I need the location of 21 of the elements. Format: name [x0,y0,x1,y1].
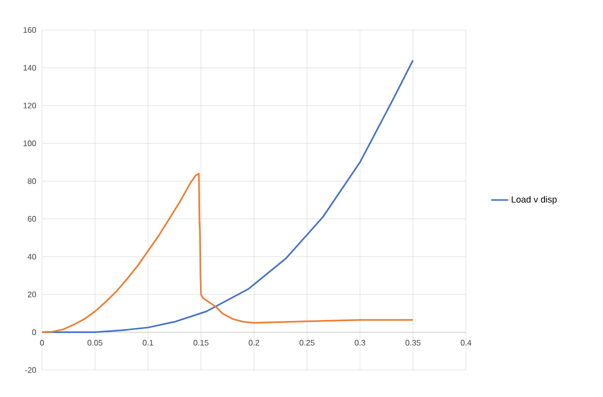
x-tick-label: 0.05 [88,340,102,346]
y-tick-label: 100 [24,140,36,146]
y-tick-label: 60 [28,216,36,222]
x-tick-label: 0.1 [142,340,154,346]
x-tick-label: 0.2 [248,340,260,346]
x-tick-label: 0.4 [460,340,472,346]
legend-label: Load v disp [512,196,557,204]
y-tick-label: 20 [28,292,36,298]
y-tick-label: 80 [28,178,36,184]
y-tick-label: 160 [24,27,36,33]
x-tick-label: 0.35 [406,340,420,346]
y-tick-label: 40 [28,254,36,260]
line-series [41,172,414,334]
y-tick-label: 120 [24,102,36,108]
x-tick-label: 0 [40,340,44,346]
x-tick-label: 0.25 [300,340,314,346]
x-tick-label: 0.15 [194,340,208,346]
y-tick-label: -20 [25,367,36,373]
y-tick-label: 140 [24,64,36,71]
x-tick-label: 0.3 [354,340,366,346]
y-tick-label: 0 [32,329,36,336]
